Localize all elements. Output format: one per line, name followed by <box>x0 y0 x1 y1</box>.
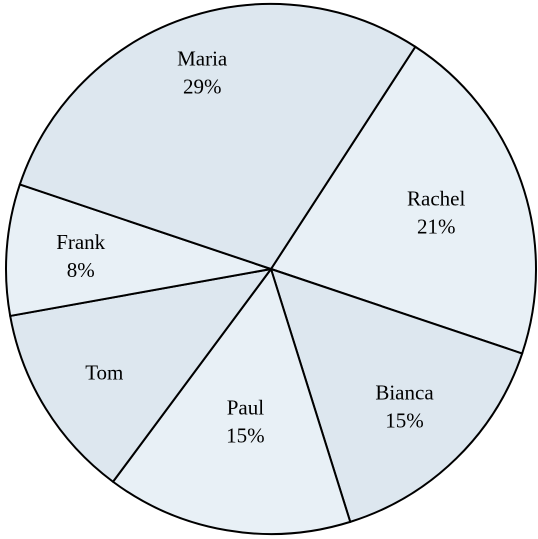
pie-slice-bianca <box>270 268 524 523</box>
slice-label-frank: Frank 8% <box>56 230 105 282</box>
pie-slice-tom <box>9 268 272 483</box>
slice-label-maria: Maria 29% <box>177 46 228 98</box>
slice-label-bianca: Bianca 15% <box>375 380 434 432</box>
pie-labels: Rachel 21% Bianca 15% Paul 15% Tom Frank 8% Maria… <box>56 46 465 447</box>
pie-slice-rachel <box>270 45 537 355</box>
slice-percent-paul: 15% <box>226 424 265 448</box>
slice-percent-rachel: 21% <box>417 215 456 239</box>
slice-name-tom: Tom <box>85 360 123 384</box>
slice-label-paul: Paul 15% <box>226 396 265 448</box>
slice-label-rachel: Rachel 21% <box>407 187 465 239</box>
pie-slices <box>5 3 537 535</box>
slice-name-frank: Frank <box>56 230 105 254</box>
slice-percent-frank: 8% <box>67 258 95 282</box>
pie-slice-frank <box>5 183 272 317</box>
slice-name-maria: Maria <box>177 46 228 70</box>
slice-percent-maria: 29% <box>183 74 222 98</box>
pie-slice-paul <box>112 268 352 535</box>
slice-label-tom: Tom <box>85 360 123 384</box>
slice-name-bianca: Bianca <box>375 380 434 404</box>
slice-percent-bianca: 15% <box>385 408 424 432</box>
slice-name-paul: Paul <box>227 396 265 420</box>
slice-name-rachel: Rachel <box>407 187 465 211</box>
pie-slice-maria <box>18 3 417 270</box>
